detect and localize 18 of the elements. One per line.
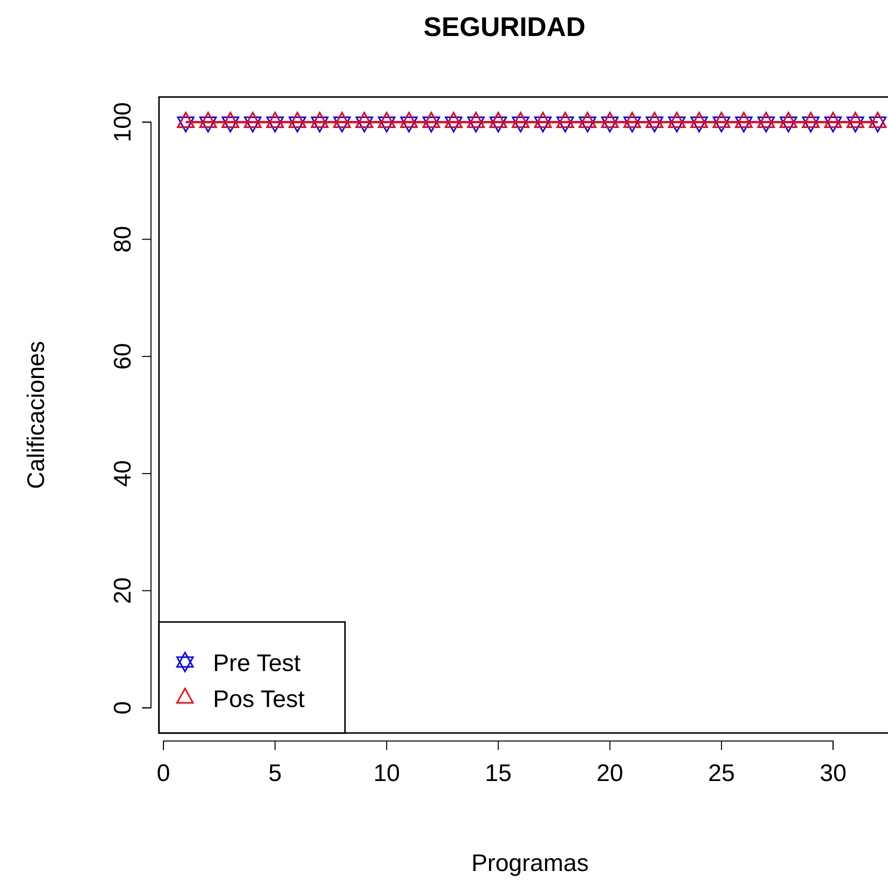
y-tick-label: 40 xyxy=(109,460,136,487)
x-tick-label: 25 xyxy=(708,760,735,788)
legend-label: Pre Test xyxy=(213,650,301,677)
y-axis-title: Calificaciones xyxy=(23,340,50,490)
y-tick-label: 20 xyxy=(109,577,136,604)
x-axis-title: Programas xyxy=(471,850,589,877)
legend-label: Pos Test xyxy=(213,686,305,713)
x-tick-label: 0 xyxy=(156,760,170,788)
x-tick-label: 15 xyxy=(484,760,512,788)
x-tick-label: 5 xyxy=(268,760,282,788)
y-tick-label: 80 xyxy=(109,226,136,253)
y-tick-label: 0 xyxy=(109,701,136,714)
x-tick-label: 30 xyxy=(820,760,846,788)
chart-title: SEGURIDAD xyxy=(423,12,586,42)
y-tick-label: 100 xyxy=(109,102,136,142)
x-tick-label: 20 xyxy=(596,760,624,788)
y-tick-label: 60 xyxy=(109,343,136,370)
x-tick-label: 10 xyxy=(373,760,400,788)
